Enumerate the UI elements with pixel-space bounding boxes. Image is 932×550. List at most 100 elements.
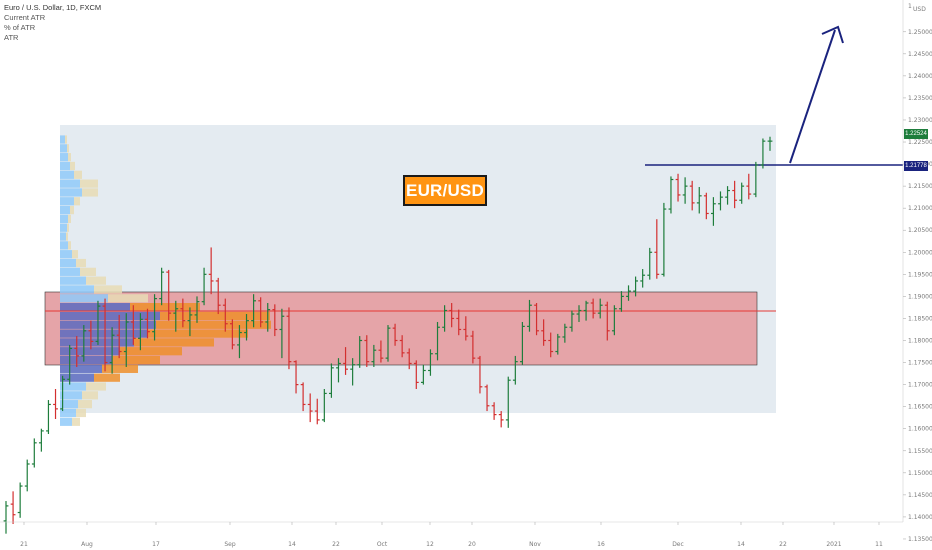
profile-sell-bar bbox=[156, 320, 271, 329]
projection-arrow[interactable] bbox=[789, 25, 844, 164]
profile-sell-bar bbox=[65, 135, 67, 144]
ohlc-bar bbox=[102, 298, 108, 372]
ohlc-bar bbox=[491, 402, 497, 420]
ohlc-bar bbox=[173, 300, 179, 332]
profile-sell-bar bbox=[78, 400, 92, 409]
profile-sell-bar bbox=[130, 303, 200, 312]
ohlc-bar bbox=[357, 336, 363, 368]
profile-buy-bar bbox=[60, 338, 134, 347]
ohlc-bar bbox=[81, 325, 87, 362]
ohlc-bar bbox=[244, 314, 249, 341]
profile-buy-bar bbox=[60, 408, 76, 418]
price-tick-label: 1.18500 bbox=[908, 315, 932, 322]
ohlc-bar bbox=[583, 300, 589, 321]
ohlc-bar bbox=[541, 319, 547, 346]
profile-buy-bar bbox=[60, 153, 68, 162]
price-tick-label: 1.20000 bbox=[908, 249, 932, 256]
ohlc-bar bbox=[95, 300, 101, 345]
ohlc-bar bbox=[251, 294, 256, 328]
price-tick-label: 1.21000 bbox=[908, 205, 932, 212]
ohlc-bar bbox=[647, 247, 653, 280]
profile-buy-bar bbox=[60, 320, 156, 329]
ohlc-bar bbox=[237, 325, 242, 359]
ohlc-bar bbox=[725, 186, 730, 205]
time-tick-label: 22 bbox=[332, 541, 340, 548]
price-tick-label: 1.16000 bbox=[908, 426, 932, 433]
price-tick-label: 1.14000 bbox=[908, 514, 932, 521]
legend-symbol[interactable]: Euro / U.S. Dollar, 1D, FXCM bbox=[4, 3, 102, 12]
ohlc-bar bbox=[668, 176, 674, 214]
legend-indicator[interactable]: % of ATR bbox=[4, 23, 36, 32]
ohlc-bar bbox=[505, 376, 511, 428]
price-tick-label: 1.23500 bbox=[908, 95, 932, 102]
ohlc-bar bbox=[215, 277, 221, 315]
time-tick-label: 20 bbox=[468, 541, 476, 548]
ohlc-bar bbox=[258, 297, 264, 328]
time-tick-label: 16 bbox=[597, 541, 605, 548]
profile-sell-bar bbox=[82, 188, 98, 197]
ohlc-bar bbox=[201, 267, 207, 306]
ohlc-bar bbox=[321, 389, 327, 423]
ohlc-bar bbox=[753, 161, 759, 198]
price-tick-label: 1.15500 bbox=[908, 448, 932, 455]
ohlc-bar bbox=[711, 197, 716, 226]
ohlc-bar bbox=[420, 364, 426, 385]
ohlc-bar bbox=[208, 247, 214, 295]
eurusd-label-badge[interactable]: EUR/USD bbox=[403, 175, 487, 206]
price-tick-label: 1.22500 bbox=[908, 139, 932, 146]
price-tick-label: 1.24000 bbox=[908, 73, 932, 80]
time-axis[interactable]: 21 Aug 17 Sep 14 22 Oct 12 20 Nov 16 Dec 14 22 2021 11 bbox=[0, 521, 903, 548]
ohlc-bar bbox=[604, 301, 610, 341]
profile-buy-bar bbox=[60, 267, 80, 276]
time-tick-label: 22 bbox=[779, 541, 787, 548]
ohlc-bar bbox=[619, 291, 624, 312]
price-tick-label: 1.24500 bbox=[908, 51, 932, 58]
ohlc-bar bbox=[194, 296, 200, 323]
profile-sell-bar bbox=[148, 329, 248, 338]
price-tick-label: 1.15000 bbox=[908, 470, 932, 477]
ohlc-bar bbox=[413, 360, 419, 390]
profile-sell-bar bbox=[74, 197, 80, 206]
ohlc-bar bbox=[633, 276, 638, 297]
ohlc-bar bbox=[746, 173, 752, 200]
ohlc-bar bbox=[152, 294, 157, 341]
ohlc-bar bbox=[562, 323, 568, 343]
ohlc-bar bbox=[385, 325, 391, 362]
price-tick-label: 1.23000 bbox=[908, 117, 932, 124]
ohlc-bar bbox=[470, 330, 476, 364]
price-tick-label: 1.13500 bbox=[908, 536, 932, 543]
time-tick-label: 21 bbox=[20, 541, 28, 548]
ohlc-bar bbox=[314, 398, 320, 425]
profile-buy-bar bbox=[60, 205, 70, 215]
ohlc-bar bbox=[661, 202, 667, 277]
ohlc-bar bbox=[569, 310, 575, 332]
time-tick-label: Aug bbox=[81, 541, 93, 548]
profile-buy-bar bbox=[60, 400, 78, 409]
ohlc-bar bbox=[527, 299, 532, 332]
price-axis[interactable]: 1 USD 1.25000 1.24500 1.24000 1.23500 1.2300… bbox=[902, 0, 932, 543]
legend-indicator[interactable]: Current ATR bbox=[4, 13, 46, 22]
ohlc-bar bbox=[371, 344, 377, 367]
ohlc-bar bbox=[484, 384, 490, 412]
ohlc-bar bbox=[364, 335, 370, 367]
ohlc-bar bbox=[767, 136, 773, 151]
ohlc-bar bbox=[307, 393, 313, 423]
value-area-zone bbox=[60, 125, 776, 413]
profile-sell-bar bbox=[68, 214, 71, 224]
ohlc-bar bbox=[286, 307, 292, 370]
chart-legend[interactable]: Euro / U.S. Dollar, 1D, FXCM Current ATR… bbox=[4, 3, 101, 43]
ohlc-bar bbox=[109, 327, 115, 374]
ohlc-bar bbox=[24, 459, 30, 492]
ohlc-bar bbox=[222, 298, 228, 332]
ohlc-bar bbox=[626, 285, 631, 301]
ohlc-bar bbox=[53, 389, 58, 420]
legend-indicator[interactable]: ATR bbox=[4, 33, 19, 42]
profile-buy-bar bbox=[60, 214, 68, 224]
profile-sell-bar bbox=[160, 311, 270, 321]
ohlc-bar bbox=[696, 187, 702, 214]
ohlc-bar bbox=[3, 501, 9, 534]
profile-buy-bar bbox=[60, 188, 82, 197]
profile-buy-bar bbox=[60, 170, 74, 179]
